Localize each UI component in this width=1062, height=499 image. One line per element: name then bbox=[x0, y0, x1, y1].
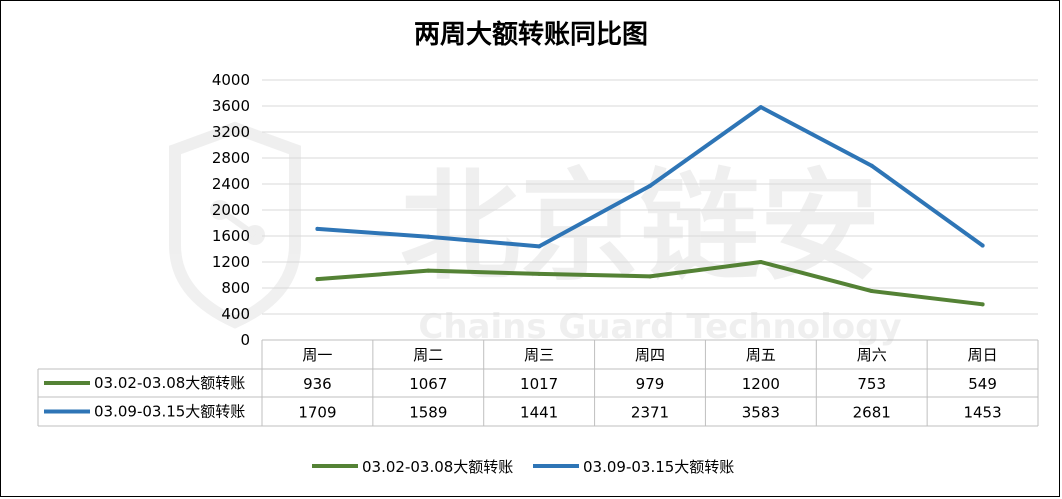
table-cell: 549 bbox=[968, 375, 997, 393]
table-cell: 3583 bbox=[742, 404, 780, 422]
y-tick-label: 400 bbox=[221, 305, 250, 323]
table-cell: 1017 bbox=[520, 375, 558, 393]
y-tick-label: 2000 bbox=[212, 201, 250, 219]
y-tick-label: 4000 bbox=[212, 71, 250, 89]
data-point bbox=[869, 289, 874, 294]
x-tick-label: 周日 bbox=[968, 346, 998, 364]
x-tick-label: 周一 bbox=[302, 346, 332, 364]
table-series-label: 03.02-03.08大额转账 bbox=[94, 374, 245, 392]
y-tick-label: 1600 bbox=[212, 227, 250, 245]
table-cell: 979 bbox=[636, 375, 665, 393]
legend-label: 03.02-03.08大额转账 bbox=[362, 458, 513, 476]
x-tick-label: 周二 bbox=[413, 346, 443, 364]
table-cell: 936 bbox=[303, 375, 332, 393]
y-tick-label: 3200 bbox=[212, 123, 250, 141]
chart-title: 两周大额转账同比图 bbox=[413, 20, 648, 50]
data-point bbox=[315, 277, 320, 282]
table-cell: 2371 bbox=[631, 404, 669, 422]
watermark-shield-icon bbox=[169, 121, 301, 329]
table-cell: 1067 bbox=[409, 375, 447, 393]
data-point bbox=[537, 244, 542, 249]
table-cell: 1441 bbox=[520, 404, 558, 422]
table-series-label: 03.09-03.15大额转账 bbox=[94, 403, 245, 421]
data-point bbox=[537, 271, 542, 276]
data-point bbox=[869, 163, 874, 168]
data-point bbox=[980, 243, 985, 248]
data-point bbox=[758, 260, 763, 264]
plot-lines bbox=[315, 105, 985, 307]
legend-label: 03.09-03.15大额转账 bbox=[583, 458, 734, 476]
data-point bbox=[648, 274, 652, 279]
table-cell: 2681 bbox=[853, 404, 891, 422]
data-point bbox=[980, 302, 985, 307]
table-cell: 1589 bbox=[409, 404, 447, 422]
data-point bbox=[648, 183, 652, 188]
x-tick-label: 周三 bbox=[524, 346, 554, 364]
y-tick-label: 0 bbox=[240, 331, 250, 349]
x-tick-label: 周四 bbox=[635, 346, 665, 364]
data-point bbox=[426, 234, 431, 239]
table-cell: 1709 bbox=[298, 404, 336, 422]
x-tick-label: 周五 bbox=[746, 346, 776, 364]
y-tick-label: 3600 bbox=[212, 97, 250, 115]
table-cell: 753 bbox=[857, 375, 886, 393]
y-tick-label: 2800 bbox=[212, 149, 250, 167]
legend: 03.02-03.08大额转账 03.09-03.15大额转账 bbox=[312, 458, 734, 476]
table-cell: 1200 bbox=[742, 375, 780, 393]
data-point bbox=[426, 268, 431, 273]
data-table: 周一 周二 周三 周四 周五 周六 周日 03.02-03.08大额转账 936 1067 1017… bbox=[37, 339, 1039, 427]
data-point bbox=[315, 226, 320, 231]
grid-lines bbox=[262, 79, 1038, 341]
table-cell: 1453 bbox=[963, 404, 1001, 422]
y-tick-label: 800 bbox=[221, 279, 250, 297]
watermark-en: Chains Guard Technology bbox=[418, 307, 901, 347]
y-axis: 0 400 800 1200 1600 2000 2400 2800 3200 3600 4000 bbox=[212, 71, 250, 349]
y-tick-label: 1200 bbox=[212, 253, 250, 271]
x-tick-label: 周六 bbox=[857, 346, 887, 364]
y-tick-label: 2400 bbox=[212, 175, 250, 193]
data-point bbox=[758, 105, 763, 110]
